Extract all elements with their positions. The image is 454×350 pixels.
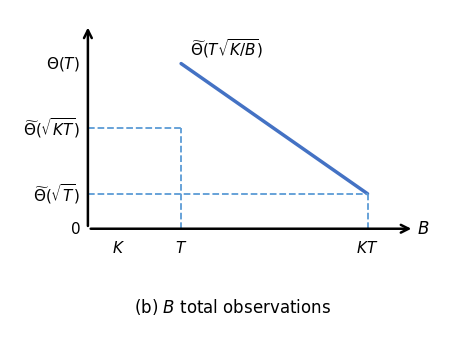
- Text: $KT$: $KT$: [356, 240, 379, 257]
- Text: $\widetilde{\Theta}(\sqrt{T})$: $\widetilde{\Theta}(\sqrt{T})$: [33, 182, 80, 206]
- Text: $\Theta(T)$: $\Theta(T)$: [46, 55, 80, 72]
- Text: $\widetilde{\Theta}(T\sqrt{K/B})$: $\widetilde{\Theta}(T\sqrt{K/B})$: [190, 37, 264, 60]
- Text: $K$: $K$: [113, 240, 125, 257]
- Text: $\widetilde{\Theta}(\sqrt{KT})$: $\widetilde{\Theta}(\sqrt{KT})$: [23, 116, 80, 140]
- Text: $B$: $B$: [417, 220, 429, 238]
- Text: (b) $B$ total observations: (b) $B$ total observations: [134, 297, 331, 317]
- Text: $T$: $T$: [175, 240, 187, 257]
- Text: $0$: $0$: [69, 221, 80, 237]
